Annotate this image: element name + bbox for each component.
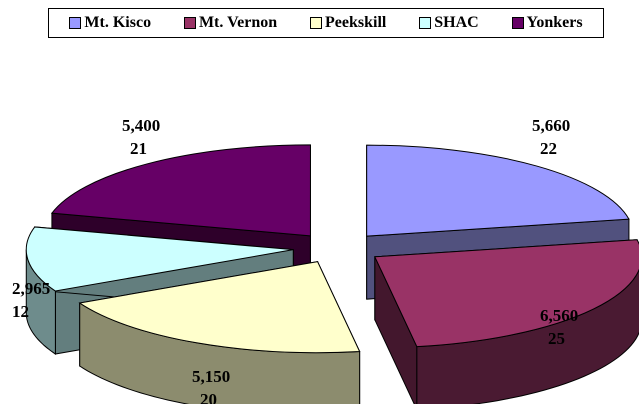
- slice-top-mt-vernon: [374, 239, 639, 348]
- legend-item-shac: SHAC: [419, 14, 479, 32]
- percent-label: 20: [200, 390, 217, 404]
- legend-label: Mt. Kisco: [84, 14, 152, 31]
- legend-swatch: [419, 17, 432, 29]
- slice-top-shac: [25, 226, 294, 292]
- percent-label: 25: [548, 329, 565, 348]
- value-label: 5,660: [532, 116, 570, 135]
- legend-item-mt-kisco: Mt. Kisco: [69, 14, 151, 32]
- legend-swatch: [183, 17, 196, 29]
- data-label-mt-kisco: 5,660 22: [532, 116, 570, 158]
- legend-item-yonkers: Yonkers: [511, 14, 583, 32]
- legend-item-peekskill: Peekskill: [310, 14, 386, 32]
- data-label-mt-vernon: 6,560 25: [540, 306, 578, 348]
- percent-label: 21: [130, 139, 147, 158]
- legend-swatch: [511, 17, 524, 29]
- value-label: 6,560: [540, 306, 578, 325]
- data-label-shac: 2,965 12: [12, 279, 50, 321]
- legend: Mt. Kisco Mt. Vernon Peekskill SHAC Yonkers: [48, 8, 604, 38]
- legend-swatch: [310, 17, 323, 29]
- slice-mt-vernon: [374, 239, 639, 404]
- legend-label: Mt. Vernon: [198, 14, 278, 31]
- percent-label: 22: [540, 139, 557, 158]
- value-label: 5,400: [122, 116, 160, 135]
- slice-top-yonkers: [50, 144, 311, 237]
- slice-top-mt-kisco: [366, 144, 630, 237]
- data-label-yonkers: 5,400 21: [122, 116, 160, 158]
- slice-peekskill: [78, 261, 361, 404]
- value-label: 5,150: [192, 367, 230, 386]
- legend-label: Peekskill: [325, 14, 387, 31]
- percent-label: 12: [12, 302, 29, 321]
- data-label-peekskill: 5,150 20: [192, 367, 230, 404]
- value-label: 2,965: [12, 279, 50, 298]
- legend-label: SHAC: [434, 14, 479, 31]
- legend-swatch: [69, 17, 82, 29]
- slice-top-peekskill: [78, 261, 361, 354]
- legend-label: Yonkers: [526, 14, 583, 31]
- legend-item-mt-vernon: Mt. Vernon: [183, 14, 278, 32]
